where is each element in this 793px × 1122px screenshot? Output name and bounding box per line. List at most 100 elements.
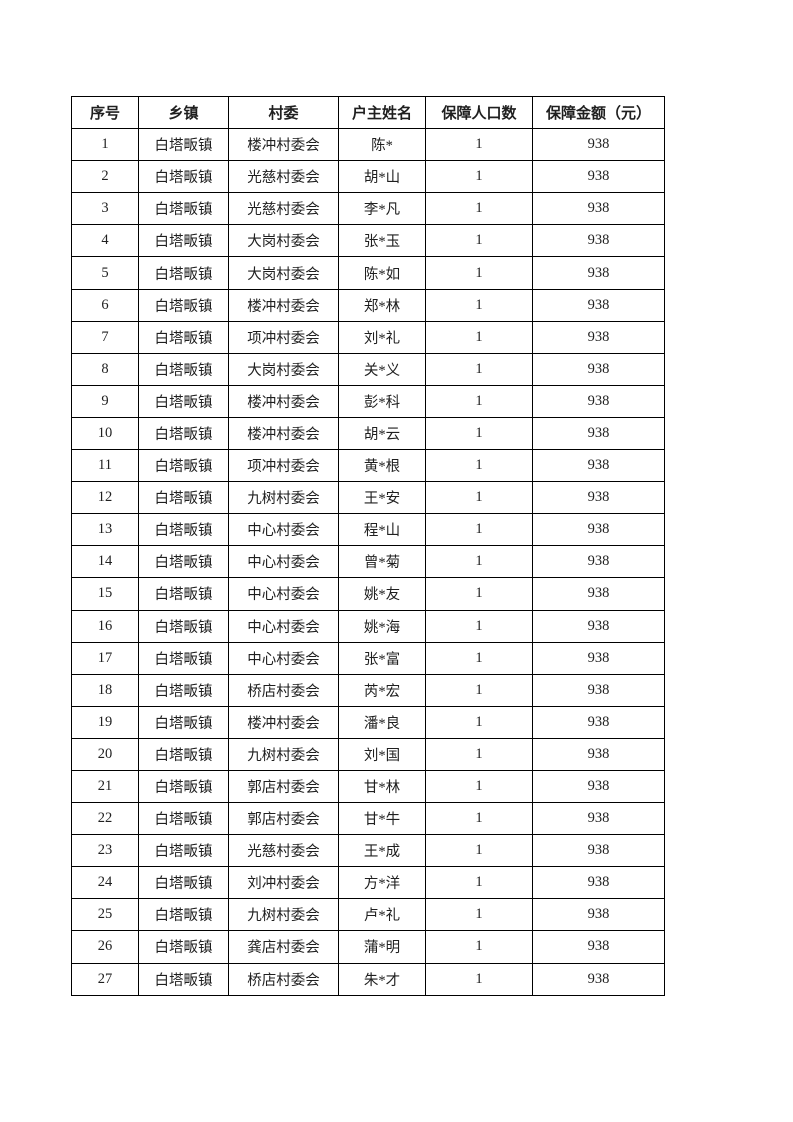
table-cell: 938	[532, 673, 665, 707]
table-cell: 21	[71, 769, 139, 804]
table-cell: 938	[532, 320, 665, 354]
table-cell: 5	[71, 256, 139, 290]
table-row: 23 白塔畈镇 光慈村委会 王*成 1 938	[71, 834, 665, 868]
table-cell: 938	[532, 545, 665, 579]
table-cell: 白塔畈镇	[138, 705, 229, 739]
table-cell: 1	[425, 866, 533, 900]
table-cell: 25	[71, 898, 139, 932]
table-cell: 郭店村委会	[228, 769, 339, 804]
table-cell: 938	[532, 962, 665, 996]
column-header: 乡镇	[138, 95, 229, 130]
table-cell: 19	[71, 705, 139, 739]
table-cell: 4	[71, 224, 139, 258]
table-row: 3 白塔畈镇 光慈村委会 李*凡 1 938	[71, 192, 665, 226]
table-cell: 1	[425, 224, 533, 258]
table-row: 27 白塔畈镇 桥店村委会 朱*才 1 938	[71, 962, 665, 996]
table-row: 8 白塔畈镇 大岗村委会 关*义 1 938	[71, 352, 665, 386]
column-header: 户主姓名	[338, 95, 426, 130]
table-cell: 白塔畈镇	[138, 449, 229, 483]
table-cell: 938	[532, 705, 665, 739]
table-cell: 大岗村委会	[228, 352, 339, 386]
table-cell: 白塔畈镇	[138, 673, 229, 707]
table-cell: 龚店村委会	[228, 930, 339, 964]
table-cell: 1	[425, 449, 533, 483]
table-cell: 1	[71, 128, 139, 162]
table-cell: 白塔畈镇	[138, 384, 229, 418]
table-cell: 白塔畈镇	[138, 641, 229, 675]
table-cell: 938	[532, 898, 665, 932]
table-cell: 938	[532, 513, 665, 547]
table-cell: 姚*海	[338, 609, 426, 643]
table-cell: 1	[425, 930, 533, 964]
table-cell: 938	[532, 256, 665, 290]
table-cell: 白塔畈镇	[138, 256, 229, 290]
table-body: 1 白塔畈镇 楼冲村委会 陈* 1 938 2 白塔畈镇 光慈村委会 胡*山 1 938 3 白塔畈镇 光慈…	[71, 128, 665, 996]
table-cell: 16	[71, 609, 139, 643]
column-header: 保障人口数	[425, 95, 533, 130]
table-cell: 楼冲村委会	[228, 288, 339, 322]
table-row: 4 白塔畈镇 大岗村委会 张*玉 1 938	[71, 224, 665, 258]
table-cell: 胡*云	[338, 416, 426, 451]
table-cell: 中心村委会	[228, 545, 339, 579]
table-row: 12 白塔畈镇 九树村委会 王*安 1 938	[71, 481, 665, 515]
table-cell: 郑*林	[338, 288, 426, 322]
table-cell: 1	[425, 705, 533, 739]
table-cell: 曾*菊	[338, 545, 426, 579]
table-cell: 白塔畈镇	[138, 192, 229, 226]
table-cell: 黄*根	[338, 449, 426, 483]
table-cell: 9	[71, 384, 139, 418]
table-cell: 中心村委会	[228, 577, 339, 611]
table-cell: 关*义	[338, 352, 426, 386]
column-header: 村委	[228, 95, 339, 130]
table-cell: 938	[532, 577, 665, 611]
table-cell: 白塔畈镇	[138, 545, 229, 579]
table-cell: 1	[425, 834, 533, 868]
table-cell: 大岗村委会	[228, 256, 339, 290]
table-cell: 938	[532, 128, 665, 162]
table-row: 5 白塔畈镇 大岗村委会 陈*如 1 938	[71, 256, 665, 290]
table-cell: 大岗村委会	[228, 224, 339, 258]
table-cell: 23	[71, 834, 139, 868]
table-cell: 白塔畈镇	[138, 898, 229, 932]
table-row: 1 白塔畈镇 楼冲村委会 陈* 1 938	[71, 128, 665, 162]
table-row: 22 白塔畈镇 郭店村委会 甘*牛 1 938	[71, 802, 665, 836]
table-cell: 白塔畈镇	[138, 866, 229, 900]
table-cell: 楼冲村委会	[228, 128, 339, 162]
table-cell: 潘*良	[338, 705, 426, 739]
table-cell: 白塔畈镇	[138, 577, 229, 611]
header-row: 序号 乡镇 村委 户主姓名 保障人口数 保障金额（元）	[71, 95, 665, 130]
table-row: 20 白塔畈镇 九树村委会 刘*国 1 938	[71, 737, 665, 771]
table-row: 11 白塔畈镇 项冲村委会 黄*根 1 938	[71, 449, 665, 483]
table-cell: 22	[71, 802, 139, 836]
table-cell: 刘*国	[338, 737, 426, 771]
table-cell: 17	[71, 641, 139, 675]
table-cell: 白塔畈镇	[138, 930, 229, 964]
table-cell: 九树村委会	[228, 481, 339, 515]
table-cell: 光慈村委会	[228, 160, 339, 194]
table-cell: 1	[425, 545, 533, 579]
table-cell: 938	[532, 288, 665, 322]
table-cell: 20	[71, 737, 139, 771]
table-cell: 朱*才	[338, 962, 426, 996]
column-header: 序号	[71, 95, 139, 130]
table-cell: 卢*礼	[338, 898, 426, 932]
table-cell: 张*富	[338, 641, 426, 675]
table-cell: 1	[425, 384, 533, 418]
table-cell: 桥店村委会	[228, 962, 339, 996]
table-cell: 方*洋	[338, 866, 426, 900]
table-cell: 11	[71, 449, 139, 483]
table-row: 10 白塔畈镇 楼冲村委会 胡*云 1 938	[71, 416, 665, 451]
table-row: 17 白塔畈镇 中心村委会 张*富 1 938	[71, 641, 665, 675]
table-cell: 1	[425, 256, 533, 290]
table-cell: 18	[71, 673, 139, 707]
table-row: 24 白塔畈镇 刘冲村委会 方*洋 1 938	[71, 866, 665, 900]
table-cell: 芮*宏	[338, 673, 426, 707]
table-cell: 王*安	[338, 481, 426, 515]
table-cell: 1	[425, 609, 533, 643]
table-cell: 938	[532, 769, 665, 804]
table-cell: 白塔畈镇	[138, 834, 229, 868]
table-cell: 王*成	[338, 834, 426, 868]
table-cell: 姚*友	[338, 577, 426, 611]
table-row: 9 白塔畈镇 楼冲村委会 彭*科 1 938	[71, 384, 665, 418]
